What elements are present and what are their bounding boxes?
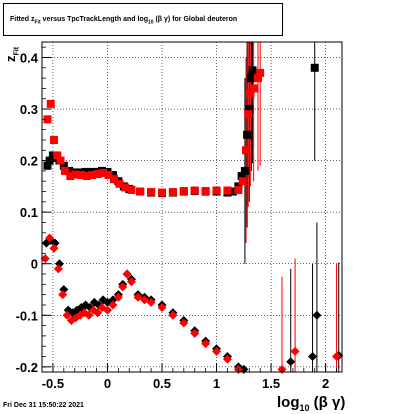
data-marker-square xyxy=(242,146,250,155)
data-marker-square xyxy=(234,185,243,194)
data-marker-diamond xyxy=(332,352,342,362)
y-tick-label: 0 xyxy=(31,257,38,272)
data-marker-diamond xyxy=(212,346,222,356)
data-marker-diamond xyxy=(190,328,200,338)
data-marker-square xyxy=(310,63,319,72)
data-marker-diamond xyxy=(201,339,211,349)
data-marker-square xyxy=(65,166,74,175)
data-marker-square xyxy=(212,186,221,195)
data-marker-diamond xyxy=(49,243,59,253)
data-marker-diamond xyxy=(84,310,94,320)
data-marker-square xyxy=(77,171,86,180)
data-marker-square xyxy=(88,171,97,180)
y-tick-label: -0.2 xyxy=(16,360,38,375)
data-marker-diamond xyxy=(102,305,112,315)
data-marker-square xyxy=(120,183,129,192)
data-marker-diamond xyxy=(45,233,55,243)
x-tick-label: 0 xyxy=(104,376,111,391)
data-marker-diamond xyxy=(53,264,63,274)
data-marker-square xyxy=(240,166,249,175)
data-marker-square xyxy=(60,166,69,175)
y-tick-label: 0.2 xyxy=(20,154,38,169)
data-marker-square xyxy=(46,99,55,108)
y-axis-label: zFit xyxy=(3,46,21,62)
data-marker-square xyxy=(179,187,188,196)
data-marker-square xyxy=(127,185,136,194)
data-marker-square xyxy=(66,172,75,181)
data-marker-diamond xyxy=(140,295,150,305)
timestamp-footer: Fri Dec 31 15:50:22 2021 xyxy=(3,402,84,409)
data-marker-diamond xyxy=(108,300,118,310)
data-marker-square xyxy=(50,135,58,144)
data-marker-square xyxy=(248,66,257,75)
y-tick-label: 0.4 xyxy=(20,50,39,65)
y-tick-label: -0.1 xyxy=(16,308,38,323)
data-marker-square xyxy=(53,151,62,160)
data-marker-diamond xyxy=(308,352,318,362)
chart-title-box: Fitted zFit versus TpcTrackLength and lo… xyxy=(3,3,283,36)
data-marker-square xyxy=(256,68,265,77)
data-marker-square xyxy=(115,179,124,188)
data-marker-diamond xyxy=(133,292,143,302)
data-marker-diamond xyxy=(222,354,232,364)
data-marker-diamond xyxy=(122,269,132,279)
data-marker-diamond xyxy=(126,277,136,287)
data-marker-diamond xyxy=(179,318,189,328)
data-marker-square xyxy=(43,161,52,170)
data-marker-square xyxy=(110,175,118,184)
data-marker-square xyxy=(81,167,90,176)
data-marker-diamond xyxy=(113,292,123,302)
data-marker-square xyxy=(201,187,210,196)
data-marker-diamond xyxy=(146,297,156,307)
data-marker-square xyxy=(147,188,156,197)
x-tick-label: 0.5 xyxy=(153,376,171,391)
data-marker-diamond xyxy=(312,310,322,320)
y-tick-label: 0.1 xyxy=(20,205,38,220)
data-marker-diamond xyxy=(40,254,50,264)
data-marker-square xyxy=(71,170,80,179)
data-marker-square xyxy=(168,188,177,197)
data-marker-diamond xyxy=(118,282,128,292)
data-marker-diamond xyxy=(286,357,296,367)
data-marker-square xyxy=(237,172,246,181)
data-marker-square xyxy=(243,130,252,139)
y-tick-label: 0.3 xyxy=(20,102,38,117)
data-marker-square xyxy=(82,172,91,181)
data-marker-square xyxy=(254,74,262,83)
data-marker-diamond xyxy=(62,310,72,320)
data-marker-diamond xyxy=(58,290,68,300)
data-marker-square xyxy=(108,171,117,180)
data-marker-square xyxy=(104,171,113,180)
x-axis-label: log10 (β γ) xyxy=(277,394,346,413)
data-marker-square xyxy=(43,115,52,124)
data-marker-square xyxy=(59,161,68,170)
data-marker-square xyxy=(223,186,232,195)
x-tick-label: 1 xyxy=(213,376,220,391)
plot-frame xyxy=(41,41,343,373)
data-marker-square xyxy=(136,187,145,196)
data-marker-square xyxy=(245,105,254,114)
data-marker-square xyxy=(249,84,258,93)
data-marker-square xyxy=(228,187,237,196)
data-marker-square xyxy=(247,74,256,83)
data-marker-diamond xyxy=(93,308,103,318)
data-marker-square xyxy=(190,186,199,195)
plot-area xyxy=(42,42,342,372)
data-marker-diamond xyxy=(168,310,178,320)
x-tick-label: 2 xyxy=(322,376,329,391)
data-marker-diamond xyxy=(157,303,167,313)
data-marker-square xyxy=(56,156,65,165)
data-marker-square xyxy=(158,188,166,197)
data-marker-square xyxy=(246,89,255,98)
data-marker-square xyxy=(99,168,108,177)
data-marker-diamond xyxy=(290,346,300,356)
data-marker-square xyxy=(93,170,102,178)
data-marker-square xyxy=(244,110,253,119)
x-tick-label: -0.5 xyxy=(42,376,64,391)
data-marker-square xyxy=(238,177,247,186)
chart-title: Fitted zFit versus TpcTrackLength and lo… xyxy=(10,16,238,26)
x-tick-label: 1.5 xyxy=(262,376,280,391)
